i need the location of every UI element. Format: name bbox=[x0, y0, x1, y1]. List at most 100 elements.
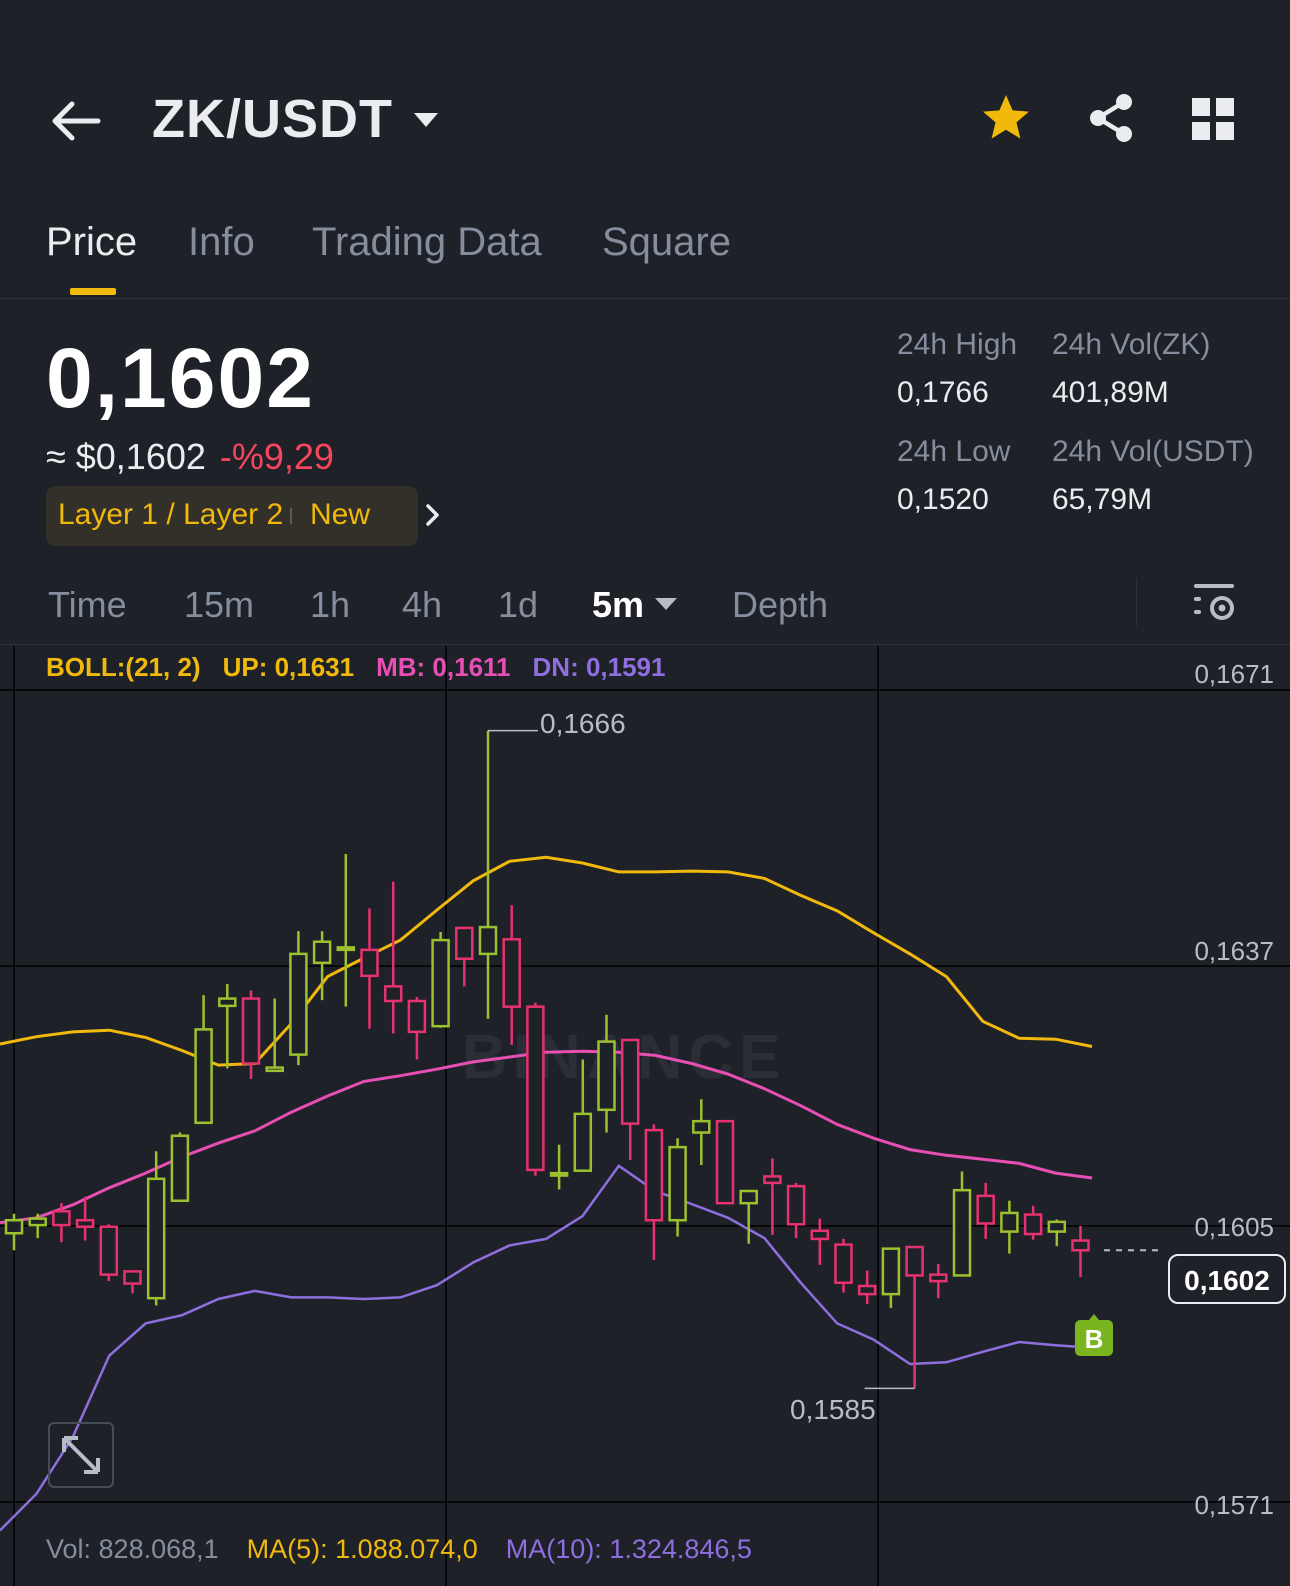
y-axis-label: 0,1637 bbox=[1194, 936, 1274, 966]
candle-body bbox=[146, 1177, 166, 1300]
top-bar: ZK/USDT bbox=[0, 60, 1290, 180]
tab-trading-data[interactable]: Trading Data bbox=[312, 220, 542, 264]
y-axis-label: 0,1571 bbox=[1194, 1490, 1274, 1520]
stat-24h-vol-usdt-label: 24h Vol(USDT) bbox=[1052, 435, 1254, 468]
candle-body bbox=[407, 999, 427, 1034]
interval-1d[interactable]: 1d bbox=[498, 584, 539, 625]
boll-up-value: UP: 0,1631 bbox=[222, 652, 355, 682]
min-price-label: 0,1585 bbox=[790, 1394, 876, 1425]
candle-body bbox=[123, 1270, 142, 1285]
caret-down-icon[interactable] bbox=[654, 596, 678, 612]
buy-marker-label: B bbox=[1084, 1324, 1104, 1354]
boll-up-line bbox=[0, 855, 1093, 1067]
candle-body bbox=[976, 1194, 995, 1225]
share-icon[interactable] bbox=[1086, 92, 1136, 144]
candle-body bbox=[526, 1005, 545, 1172]
tab-info[interactable]: Info bbox=[188, 220, 255, 264]
candle-body bbox=[360, 948, 379, 978]
back-arrow-icon[interactable] bbox=[48, 94, 102, 148]
candle-body bbox=[905, 1245, 924, 1277]
candle-body bbox=[857, 1284, 877, 1296]
candle-body bbox=[4, 1218, 24, 1235]
tag-divider bbox=[290, 508, 292, 524]
volume-ma10: MA(10): 1.324.846,5 bbox=[505, 1534, 752, 1564]
candle-body bbox=[763, 1175, 782, 1185]
expand-icon bbox=[62, 1436, 100, 1474]
stat-24h-vol-zk-label: 24h Vol(ZK) bbox=[1052, 328, 1211, 361]
current-price-tag: 0,1602 bbox=[1168, 1254, 1286, 1304]
candle-body bbox=[502, 938, 521, 1008]
stat-24h-low-label: 24h Low bbox=[897, 435, 1011, 468]
interval-1h[interactable]: 1h bbox=[310, 584, 351, 625]
interval-5m[interactable]: 5m bbox=[592, 584, 645, 625]
tag-new-label: New bbox=[310, 498, 371, 531]
volume-value: Vol: 828.068,1 bbox=[46, 1534, 219, 1564]
boll-dn-value: DN: 0,1591 bbox=[532, 652, 666, 682]
approx-usd-price: ≈ $0,1602 bbox=[46, 436, 206, 477]
candle-body bbox=[786, 1184, 806, 1226]
candle-body bbox=[1071, 1239, 1090, 1252]
candle-body bbox=[1000, 1211, 1019, 1233]
pair-title[interactable]: ZK/USDT bbox=[152, 89, 393, 149]
candle-body bbox=[312, 940, 332, 965]
stat-24h-high-label: 24h High bbox=[897, 328, 1018, 361]
candlestick-chart[interactable] bbox=[0, 646, 1290, 1586]
buy-marker-badge-icon bbox=[1075, 1314, 1113, 1356]
tab-price[interactable]: Price bbox=[46, 220, 138, 264]
interval-depth[interactable]: Depth bbox=[732, 584, 829, 625]
candle-body bbox=[289, 952, 308, 1056]
candle-body bbox=[1047, 1220, 1067, 1233]
y-axis-label: 0,1671 bbox=[1194, 659, 1274, 689]
boll-dn-line bbox=[0, 1164, 1093, 1532]
candle-body bbox=[834, 1243, 853, 1285]
boll-mb-value: MB: 0,1611 bbox=[376, 652, 511, 682]
candle-body bbox=[99, 1225, 119, 1276]
candle-body bbox=[265, 1066, 284, 1073]
candle-body bbox=[28, 1217, 47, 1227]
candle-body bbox=[336, 946, 356, 952]
candle-body bbox=[218, 997, 237, 1008]
tab-square[interactable]: Square bbox=[602, 220, 731, 264]
last-price: 0,1602 bbox=[46, 331, 315, 425]
chevron-right-icon bbox=[426, 504, 439, 526]
boll-params: BOLL:(21, 2) bbox=[46, 652, 201, 682]
candle-body bbox=[692, 1119, 711, 1134]
stat-24h-low-value: 0,1520 bbox=[897, 483, 989, 516]
candle-body bbox=[573, 1112, 593, 1172]
interval-time[interactable]: Time bbox=[48, 584, 127, 625]
volume-legend: Vol: 828.068,1 MA(5): 1.088.074,0 MA(10): … bbox=[46, 1534, 780, 1565]
stat-24h-vol-usdt-value: 65,79M bbox=[1052, 483, 1153, 516]
category-tag[interactable]: Layer 1 / Layer 2 New bbox=[46, 486, 439, 546]
candle-body bbox=[549, 1171, 569, 1177]
price-subline: ≈ $0,1602 -%9,29 bbox=[46, 436, 334, 478]
active-tab-indicator bbox=[70, 288, 116, 295]
chart-settings-icon[interactable] bbox=[1192, 578, 1238, 624]
candle-body bbox=[644, 1128, 664, 1222]
candle-body bbox=[715, 1119, 735, 1205]
y-axis-label: 0,1605 bbox=[1194, 1212, 1274, 1242]
candle-body bbox=[739, 1189, 758, 1205]
candle-body bbox=[455, 926, 474, 961]
star-icon[interactable] bbox=[980, 92, 1032, 144]
interval-bar: Time 15m 1h 4h 1d 5m Depth bbox=[0, 566, 1290, 645]
candle-body bbox=[431, 938, 450, 1028]
candle-body bbox=[1023, 1213, 1043, 1236]
grid-icon[interactable] bbox=[1192, 98, 1234, 140]
interval-4h[interactable]: 4h bbox=[402, 584, 443, 625]
buy-marker[interactable]: B bbox=[1073, 1314, 1115, 1358]
expand-chart-button[interactable] bbox=[48, 1422, 114, 1488]
stat-24h-high-value: 0,1766 bbox=[897, 376, 989, 409]
caret-down-icon[interactable] bbox=[412, 110, 440, 130]
interval-15m[interactable]: 15m bbox=[184, 584, 255, 625]
boll-legend: BOLL:(21, 2) UP: 0,1631 MB: 0,1611 DN: 0,15… bbox=[46, 652, 687, 683]
price-change: -%9,29 bbox=[219, 436, 334, 477]
candle-body bbox=[383, 985, 403, 1003]
candle-body bbox=[620, 1038, 640, 1125]
candle-body bbox=[478, 925, 498, 956]
candle-body bbox=[194, 1028, 213, 1125]
candle-body bbox=[881, 1247, 901, 1296]
stat-24h-vol-zk-value: 401,89M bbox=[1052, 376, 1169, 409]
candle-body bbox=[597, 1040, 616, 1112]
candle-body bbox=[241, 997, 261, 1065]
